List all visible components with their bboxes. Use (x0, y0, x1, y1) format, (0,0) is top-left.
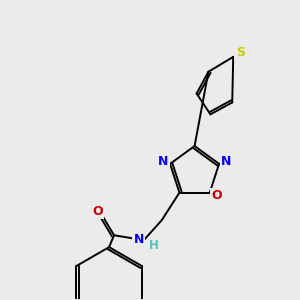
Text: O: O (211, 189, 222, 202)
Text: H: H (149, 238, 159, 252)
Text: N: N (134, 233, 144, 246)
Text: N: N (221, 155, 231, 168)
Text: O: O (92, 205, 103, 218)
Text: S: S (236, 46, 245, 59)
Text: N: N (158, 155, 168, 168)
